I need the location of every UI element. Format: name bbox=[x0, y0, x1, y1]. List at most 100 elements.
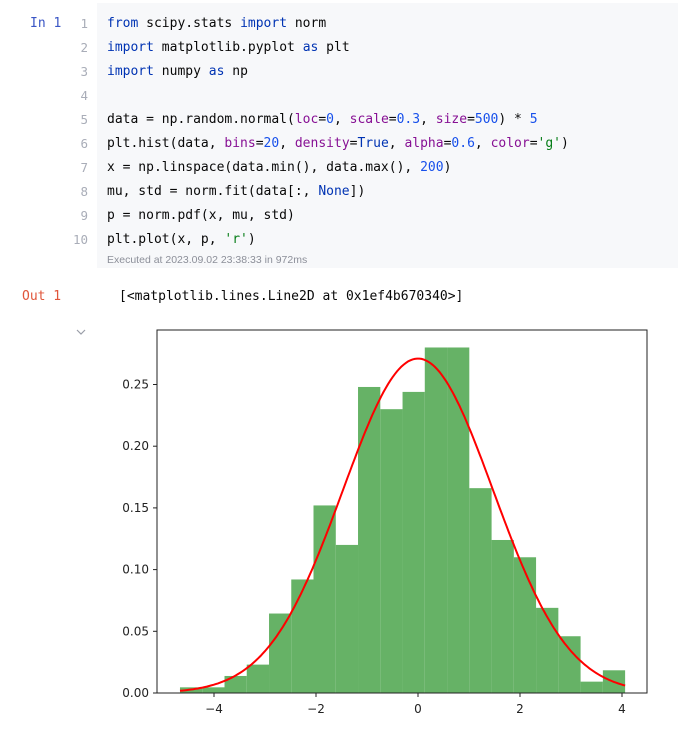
code-line[interactable]: data = np.random.normal(loc=0, scale=0.3… bbox=[107, 108, 569, 132]
code-token: loc bbox=[294, 112, 319, 127]
line-number: 8 bbox=[80, 184, 88, 199]
y-tick-label: 0.00 bbox=[122, 686, 149, 700]
axes-frame bbox=[156, 329, 648, 694]
code-token: , bbox=[420, 112, 436, 127]
code-token: 'g' bbox=[537, 136, 562, 151]
code-token: plt.plot(x, p, bbox=[107, 232, 225, 247]
histogram-bar bbox=[580, 681, 603, 693]
code-token: = bbox=[255, 136, 264, 151]
histogram-bar bbox=[291, 579, 314, 693]
output-prompt: Out 1 bbox=[22, 289, 62, 304]
histogram-bar bbox=[513, 557, 537, 693]
line-number: 10 bbox=[72, 232, 88, 247]
code-line[interactable]: plt.plot(x, p, 'r') bbox=[107, 228, 569, 252]
code-token: ) * bbox=[498, 112, 530, 127]
y-tick-label: 0.25 bbox=[122, 378, 149, 392]
code-token: True bbox=[357, 136, 389, 151]
code-token: as bbox=[302, 40, 319, 55]
line-number: 2 bbox=[80, 40, 88, 55]
line-number: 3 bbox=[80, 64, 88, 79]
code-token: = bbox=[467, 112, 475, 127]
code-token: , bbox=[388, 136, 405, 151]
histogram-bar bbox=[469, 488, 492, 693]
code-token: density bbox=[294, 136, 350, 151]
histogram-bar bbox=[224, 675, 247, 693]
code-token: , bbox=[279, 136, 295, 151]
code-token: alpha bbox=[404, 136, 444, 151]
code-token: as bbox=[208, 64, 225, 79]
code-line[interactable]: plt.hist(data, bins=20, density=True, al… bbox=[107, 132, 569, 156]
histogram-bar bbox=[246, 664, 270, 693]
code-token: = bbox=[529, 136, 538, 151]
code-token: numpy bbox=[153, 64, 209, 79]
code-token: = bbox=[388, 112, 397, 127]
histogram-bar bbox=[424, 347, 448, 693]
code-token: 500 bbox=[474, 112, 499, 127]
code-token: size bbox=[435, 112, 468, 127]
y-tick-label: 0.05 bbox=[122, 624, 149, 638]
execution-info: Executed at 2023.09.02 23:38:33 in 972ms bbox=[107, 254, 308, 266]
code-token: ) bbox=[247, 232, 256, 247]
code-token: , bbox=[333, 112, 350, 127]
output-text: [<matplotlib.lines.Line2D at 0x1ef4b6703… bbox=[119, 289, 464, 304]
code-token: np bbox=[224, 64, 248, 79]
code-editor[interactable]: from scipy.stats import norm import matpl… bbox=[107, 12, 569, 252]
x-tick-label: −2 bbox=[307, 702, 325, 716]
x-tick-label: −4 bbox=[205, 702, 223, 716]
x-tick-label: 0 bbox=[414, 702, 422, 716]
x-tick-label: 2 bbox=[516, 702, 524, 716]
code-line[interactable]: p = norm.pdf(x, mu, std) bbox=[107, 204, 569, 228]
code-token: 5 bbox=[529, 112, 538, 127]
code-token: x = np.linspace(data.min(), data.max(), bbox=[107, 160, 421, 175]
code-token: norm bbox=[287, 16, 327, 31]
line-number: 1 bbox=[80, 16, 88, 31]
code-token: 20 bbox=[263, 136, 280, 151]
y-tick-label: 0.10 bbox=[122, 563, 149, 577]
code-token: None bbox=[318, 184, 350, 199]
code-token: bins bbox=[224, 136, 256, 151]
code-line[interactable]: import matplotlib.pyplot as plt bbox=[107, 36, 569, 60]
histogram-bar bbox=[447, 347, 470, 693]
histogram-bar bbox=[491, 539, 514, 693]
code-line[interactable]: import numpy as np bbox=[107, 60, 569, 84]
code-line[interactable]: mu, std = norm.fit(data[:, None]) bbox=[107, 180, 569, 204]
code-token: from bbox=[107, 16, 139, 31]
code-token: 200 bbox=[420, 160, 444, 175]
code-token: mu, std = norm.fit(data[:, bbox=[107, 184, 319, 199]
x-tick-label: 4 bbox=[618, 702, 626, 716]
code-token: 'r' bbox=[224, 232, 248, 247]
code-line[interactable]: x = np.linspace(data.min(), data.max(), … bbox=[107, 156, 569, 180]
histogram-bar bbox=[558, 636, 581, 693]
chevron-down-icon[interactable] bbox=[74, 326, 88, 338]
histogram-bar bbox=[358, 386, 381, 693]
code-token: plt bbox=[318, 40, 350, 55]
histogram-bar bbox=[402, 391, 425, 693]
histogram-bar bbox=[202, 687, 225, 693]
normal-fit-curve bbox=[179, 357, 626, 692]
code-token: ) bbox=[443, 160, 452, 175]
code-cell[interactable] bbox=[97, 3, 678, 268]
line-number: 6 bbox=[80, 136, 88, 151]
histogram-bar bbox=[313, 505, 336, 693]
line-number: 7 bbox=[80, 160, 88, 175]
code-token: import bbox=[107, 40, 154, 55]
code-line[interactable]: from scipy.stats import norm bbox=[107, 12, 569, 36]
code-token: , bbox=[474, 136, 491, 151]
code-token: scipy.stats bbox=[138, 16, 241, 31]
code-token: import bbox=[240, 16, 288, 31]
code-token: import bbox=[107, 64, 154, 79]
line-number-gutter: 1 2 3 4 5 6 7 8 9 10 bbox=[60, 12, 88, 252]
histogram-bar bbox=[380, 409, 403, 693]
code-token: matplotlib.pyplot bbox=[153, 40, 303, 55]
code-token: data = np.random.normal( bbox=[107, 112, 295, 127]
histogram-bar bbox=[536, 607, 559, 693]
histogram-bar bbox=[335, 544, 359, 693]
code-token: = bbox=[349, 136, 358, 151]
line-number: 5 bbox=[80, 112, 88, 127]
input-prompt: In 1 bbox=[30, 16, 62, 31]
code-token: p = norm.pdf(x, mu, std) bbox=[107, 208, 295, 223]
code-token: = bbox=[443, 136, 452, 151]
code-token: 0.6 bbox=[451, 136, 475, 151]
y-tick-label: 0.15 bbox=[122, 501, 149, 515]
